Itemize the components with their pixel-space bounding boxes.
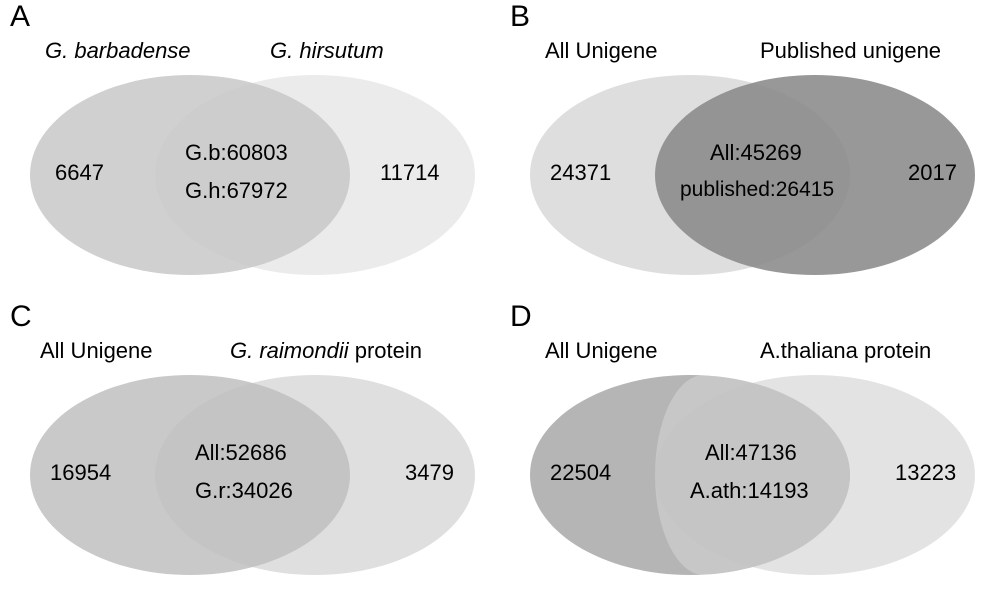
panel-b: B All Unigene Published unigene 24371 20… [510,0,990,290]
panel-c-right-set-label-plain: protein [349,338,422,363]
panel-d-left-set-label: All Unigene [545,338,658,364]
panel-a-intersect-line2: G.h:67972 [185,178,288,204]
panel-a-intersect-line1: G.b:60803 [185,140,288,166]
figure-canvas: A G. barbadense G. hirsutum 6647 11714 G… [0,0,1000,598]
panel-c-right-only: 3479 [405,460,454,486]
panel-c-left-only: 16954 [50,460,111,486]
panel-c-left-set-label: All Unigene [40,338,153,364]
panel-c-intersect-line2: G.r:34026 [195,478,293,504]
panel-d-label: D [510,300,532,334]
panel-d-right-set-label: A.thaliana protein [760,338,931,364]
panel-b-left-set-label: All Unigene [545,38,658,64]
panel-d-left-only: 22504 [550,460,611,486]
panel-b-intersect-line1: All:45269 [710,140,802,166]
panel-c-right-set-label: G. raimondii protein [230,338,422,364]
panel-a-right-set-label: G. hirsutum [270,38,384,64]
panel-b-label: B [510,0,530,34]
panel-b-right-set-label: Published unigene [760,38,941,64]
panel-a-right-only: 11714 [380,160,440,186]
panel-a-left-set-label: G. barbadense [45,38,191,64]
panel-c-label: C [10,300,32,334]
panel-a-label: A [10,0,30,34]
panel-c-intersect-line1: All:52686 [195,440,287,466]
panel-d-intersect-line2: A.ath:14193 [690,478,809,504]
panel-c-right-set-label-italic: G. raimondii [230,338,349,363]
panel-b-left-only: 24371 [550,160,611,186]
panel-d-right-only: 13223 [895,460,956,486]
panel-d: D All Unigene A.thaliana protein 22504 1… [510,300,990,590]
panel-a: A G. barbadense G. hirsutum 6647 11714 G… [10,0,490,290]
panel-d-intersect-line1: All:47136 [705,440,797,466]
panel-b-intersect-line2: published:26415 [680,178,834,202]
panel-b-right-only: 2017 [908,160,957,186]
panel-c: C All Unigene G. raimondii protein 16954… [10,300,490,590]
panel-a-left-only: 6647 [55,160,104,186]
